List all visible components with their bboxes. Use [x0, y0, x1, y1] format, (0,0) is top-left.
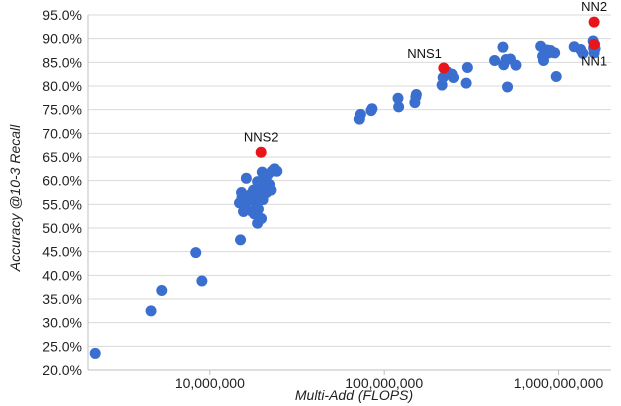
label-layer: NNS2 NNS1 NN2 NN1 — [244, 0, 607, 144]
data-point — [235, 234, 247, 246]
y-tick-label: 35.0% — [42, 291, 82, 307]
y-axis-title: Accuracy @10-3 Recall — [7, 124, 23, 272]
data-point — [89, 347, 101, 359]
y-tick-label: 95.0% — [42, 7, 82, 23]
data-point — [145, 305, 157, 317]
point-annotation: NNS1 — [407, 46, 442, 61]
highlight-point — [588, 16, 600, 28]
x-axis-title: Multi-Add (FLOPS) — [295, 387, 413, 403]
data-point — [190, 247, 202, 259]
y-tick-label: 65.0% — [42, 149, 82, 165]
data-point — [393, 101, 405, 113]
data-point — [460, 77, 472, 89]
point-annotation: NN1 — [581, 53, 607, 68]
y-tick-label: 90.0% — [42, 31, 82, 47]
data-point — [410, 89, 422, 101]
data-point — [265, 184, 277, 196]
y-tick-label: 30.0% — [42, 315, 82, 331]
data-point — [240, 172, 252, 184]
data-point — [196, 275, 208, 287]
data-point — [392, 92, 404, 104]
y-tick-label: 60.0% — [42, 173, 82, 189]
data-point — [497, 41, 509, 53]
x-tick-label: 10,000,000 — [175, 375, 245, 391]
y-tick-label: 25.0% — [42, 338, 82, 354]
y-tick-label: 70.0% — [42, 125, 82, 141]
data-point — [461, 62, 473, 74]
axis-layer: 20.0% 25.0% 30.0% 35.0% 40.0% 45.0% 50.0% 55.0%… — [42, 7, 611, 391]
data-point — [271, 165, 283, 177]
y-tick-label: 55.0% — [42, 196, 82, 212]
data-point — [236, 187, 248, 198]
y-tick-label: 40.0% — [42, 267, 82, 283]
data-point — [502, 81, 514, 93]
point-layer — [89, 16, 601, 359]
data-point — [577, 47, 589, 59]
data-point — [156, 284, 168, 296]
point-annotation: NN2 — [581, 0, 607, 14]
y-tick-label: 80.0% — [42, 78, 82, 94]
y-tick-label: 75.0% — [42, 102, 82, 118]
y-tick-label: 50.0% — [42, 220, 82, 236]
data-point — [354, 108, 366, 120]
data-point — [550, 71, 562, 83]
data-point — [510, 59, 522, 71]
y-tick-label: 85.0% — [42, 54, 82, 70]
data-point — [549, 47, 561, 59]
data-point — [489, 54, 501, 66]
data-point — [448, 71, 460, 83]
x-tick-label: 100,000,000 — [345, 375, 423, 391]
point-annotation: NNS2 — [244, 129, 279, 144]
highlight-point — [438, 62, 450, 74]
data-point — [366, 103, 378, 115]
data-point — [248, 208, 260, 220]
highlight-point — [255, 146, 267, 158]
y-tick-label: 45.0% — [42, 244, 82, 260]
y-tick-label: 20.0% — [42, 362, 82, 378]
grid-layer — [88, 14, 611, 371]
highlight-point — [588, 38, 600, 50]
x-tick-label: 1,000,000,000 — [514, 375, 604, 391]
